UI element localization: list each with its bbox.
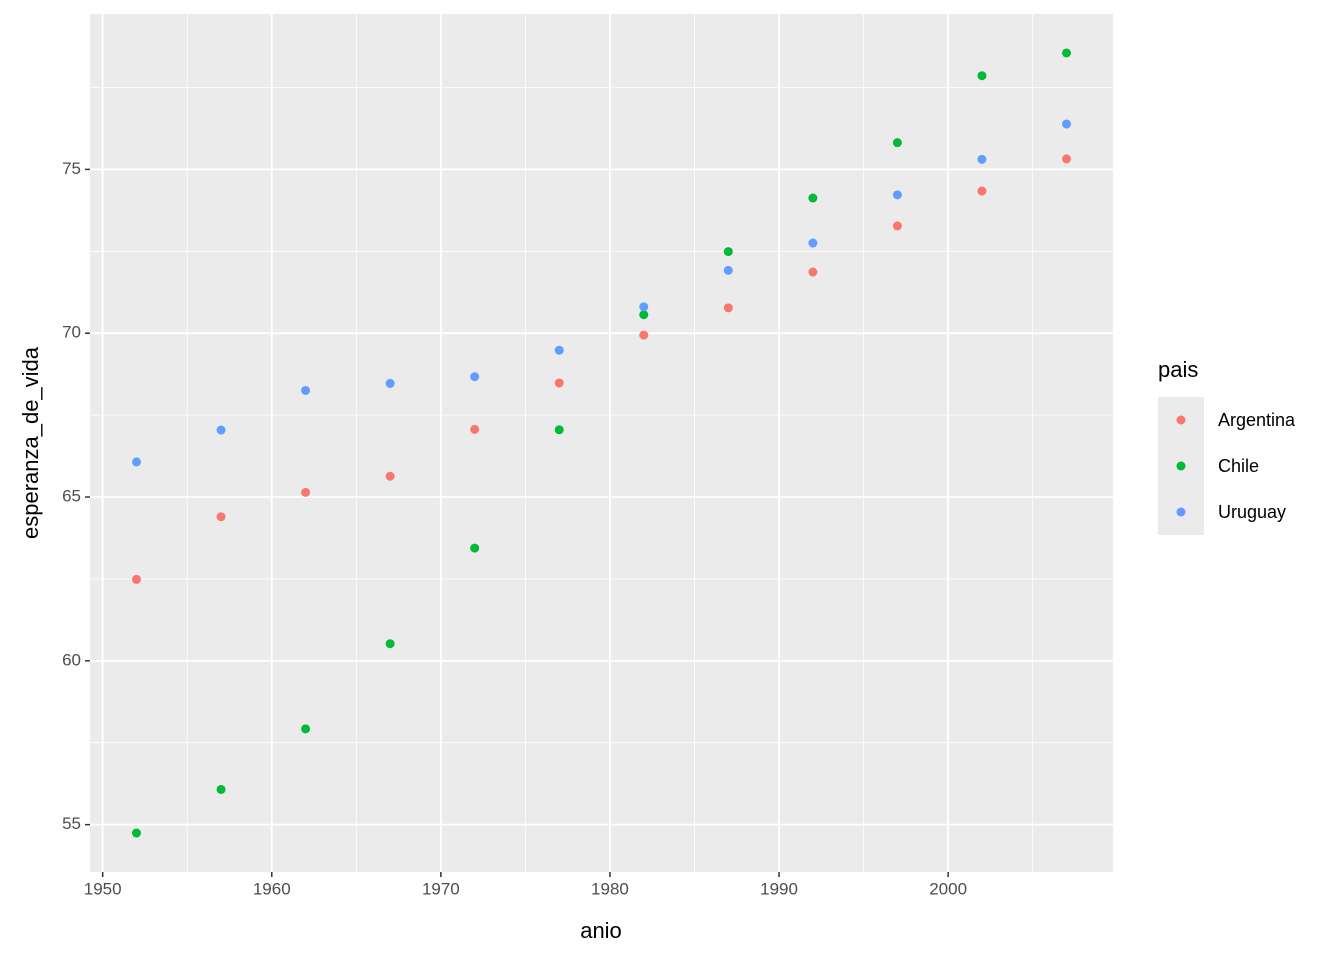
point — [977, 154, 987, 164]
y-tick-label: 75 — [62, 159, 81, 178]
x-tick-label: 1960 — [253, 879, 291, 898]
point — [301, 385, 311, 395]
point — [385, 378, 395, 388]
point — [470, 372, 480, 382]
panel — [90, 14, 1113, 872]
x-tick-label: 1950 — [84, 879, 122, 898]
point — [385, 471, 395, 481]
point — [639, 330, 649, 340]
legend-marker — [1176, 507, 1186, 517]
y-tick-label: 70 — [62, 323, 81, 342]
point — [216, 784, 226, 794]
point — [723, 247, 733, 257]
x-tick-label: 1980 — [591, 879, 629, 898]
point — [892, 221, 902, 231]
legend-title: pais — [1158, 357, 1198, 382]
y-tick-label: 55 — [62, 814, 81, 833]
point — [554, 345, 564, 355]
point — [977, 186, 987, 196]
point — [216, 425, 226, 435]
point — [977, 71, 987, 81]
point — [808, 238, 818, 248]
legend-label: Chile — [1218, 456, 1259, 476]
point — [723, 265, 733, 275]
point — [470, 543, 480, 553]
x-tick-label: 1970 — [422, 879, 460, 898]
x-tick-label: 2000 — [929, 879, 967, 898]
y-tick-label: 65 — [62, 487, 81, 506]
legend-marker — [1176, 461, 1186, 471]
point — [639, 310, 649, 320]
point — [301, 724, 311, 734]
point — [301, 487, 311, 497]
y-axis-title: esperanza_de_vida — [18, 346, 43, 539]
point — [808, 267, 818, 277]
point — [554, 425, 564, 435]
point — [892, 190, 902, 200]
point — [470, 424, 480, 434]
point — [639, 302, 649, 312]
point — [723, 303, 733, 313]
legend-marker — [1176, 415, 1186, 425]
point — [554, 378, 564, 388]
y-tick-label: 60 — [62, 650, 81, 669]
x-axis-title: anio — [580, 918, 622, 943]
point — [1062, 119, 1071, 129]
point — [132, 574, 141, 584]
point — [132, 828, 141, 838]
legend-label: Argentina — [1218, 410, 1296, 430]
point — [385, 639, 395, 649]
point — [1062, 154, 1071, 164]
point — [892, 138, 902, 148]
legend-label: Uruguay — [1218, 502, 1286, 522]
point — [132, 457, 141, 467]
point — [1062, 48, 1071, 58]
point — [216, 512, 226, 522]
point — [808, 193, 818, 203]
x-tick-label: 1990 — [760, 879, 798, 898]
